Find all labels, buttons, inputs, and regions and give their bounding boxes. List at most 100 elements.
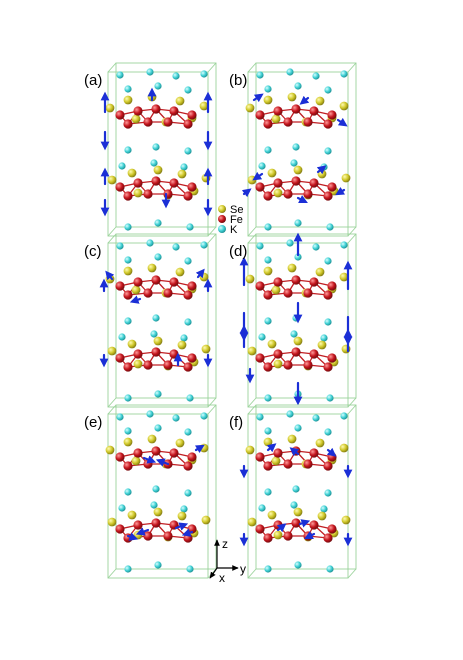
k-atom	[320, 505, 328, 513]
structure-panel-c	[99, 233, 217, 408]
fe-atom	[323, 362, 333, 372]
displacement-arrow	[316, 165, 327, 175]
atoms-a	[105, 68, 211, 231]
fe-atom	[133, 178, 143, 188]
fe-atom	[303, 360, 313, 370]
unit-cell-a	[107, 62, 217, 237]
k-atom	[152, 143, 160, 151]
fe-atom	[151, 275, 161, 285]
k-atom	[256, 413, 264, 421]
k-atom	[286, 239, 294, 247]
legend-se-marker	[218, 205, 226, 213]
fe-atom	[187, 353, 197, 363]
k-atom	[154, 82, 162, 90]
k-atom	[326, 394, 334, 402]
legend-fe-marker	[218, 215, 226, 223]
fe-atom	[143, 117, 153, 127]
se-atom	[245, 103, 255, 113]
k-atom	[294, 424, 302, 432]
fe-atom	[309, 106, 319, 116]
k-atom	[172, 72, 180, 80]
fe-atom	[183, 290, 193, 300]
k-atom	[186, 565, 194, 573]
displacement-arrow	[155, 458, 170, 467]
cell-edge-0	[247, 404, 257, 415]
k-atom	[172, 414, 180, 422]
k-atom	[124, 565, 132, 573]
k-atom	[180, 163, 188, 171]
se-atom	[273, 188, 283, 198]
fe-atom	[283, 189, 293, 199]
k-atom	[324, 318, 332, 326]
k-atom	[294, 219, 302, 227]
fe-atom	[183, 461, 193, 471]
se-atom	[201, 515, 211, 525]
k-atom	[124, 256, 132, 264]
k-atom	[294, 561, 302, 569]
cell-edge-3	[207, 226, 217, 237]
fe-atom	[283, 531, 293, 541]
fe-atom	[327, 110, 337, 120]
cell-front-face	[107, 413, 209, 579]
se-atom	[263, 95, 273, 105]
se-atom	[315, 267, 325, 277]
panel-label-a: (a)	[84, 72, 103, 89]
se-atom	[133, 188, 143, 198]
se-atom	[273, 359, 283, 369]
fe-atom	[133, 277, 143, 287]
k-atom	[154, 561, 162, 569]
atoms-b	[245, 68, 351, 231]
fe-atom	[169, 277, 179, 287]
cell-back-face	[115, 233, 217, 399]
k-atom	[200, 241, 208, 249]
displacement-arrow	[194, 444, 205, 454]
fe-atom	[273, 277, 283, 287]
displacement-arrows-f	[239, 443, 353, 547]
displacement-arrows-b	[241, 93, 348, 203]
fe-atom	[143, 288, 153, 298]
k-atom	[154, 390, 162, 398]
cell-edge-3	[347, 397, 357, 408]
displacement-arrow	[266, 443, 277, 453]
fe-atom	[327, 353, 337, 363]
se-atom	[293, 507, 303, 517]
fe-atom	[163, 288, 173, 298]
k-atom	[264, 146, 272, 154]
se-atom	[153, 336, 163, 346]
k-atom	[146, 410, 154, 418]
fe-atom	[187, 182, 197, 192]
se-atom	[105, 103, 115, 113]
fe-atom	[309, 349, 319, 359]
fe-atom	[187, 110, 197, 120]
k-atom	[180, 334, 188, 342]
k-atom	[154, 253, 162, 261]
fe-atom	[323, 533, 333, 543]
unit-cell-c	[107, 233, 217, 408]
cell-edge-2	[247, 397, 257, 408]
cell-back-face	[255, 404, 357, 570]
k-atom	[312, 72, 320, 80]
k-atom	[312, 414, 320, 422]
cell-back-face	[255, 62, 357, 228]
k-atom	[324, 489, 332, 497]
fe-atom	[291, 275, 301, 285]
fe-atom	[273, 349, 283, 359]
se-atom	[341, 515, 351, 525]
k-atom	[264, 427, 272, 435]
se-atom	[247, 175, 257, 185]
se-atom	[287, 92, 297, 102]
k-atom	[258, 504, 266, 512]
k-atom	[118, 162, 126, 170]
se-atom	[339, 101, 349, 111]
se-atom	[315, 438, 325, 448]
fe-atom	[123, 290, 133, 300]
structure-panel-a	[100, 62, 217, 237]
cell-edge-1	[347, 404, 357, 415]
k-atom	[340, 70, 348, 78]
fe-atom	[115, 353, 125, 363]
se-atom	[147, 263, 157, 273]
se-atom	[339, 443, 349, 453]
fe-atom	[255, 110, 265, 120]
k-atom	[184, 489, 192, 497]
